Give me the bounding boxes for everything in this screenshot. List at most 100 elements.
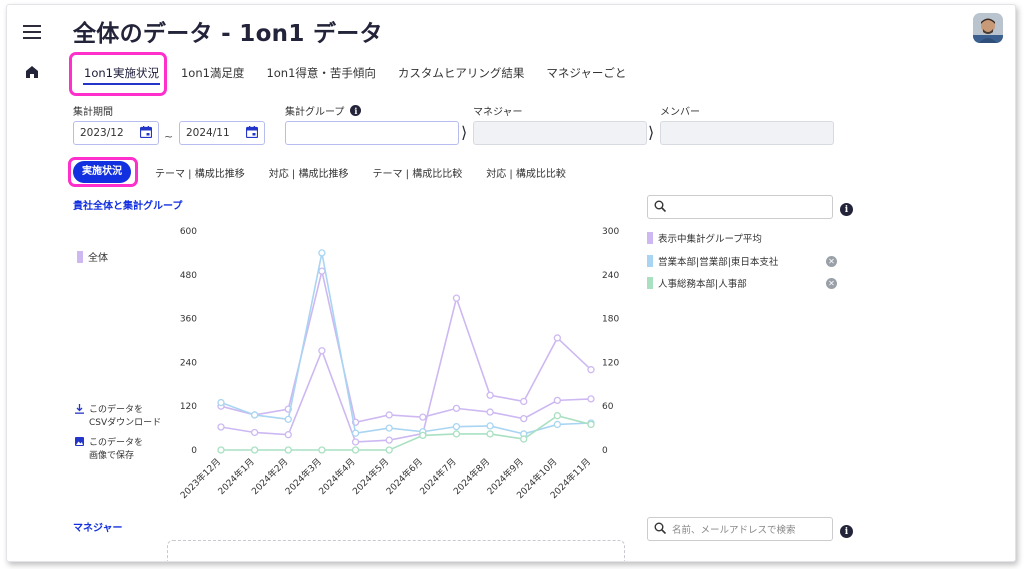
right-axis-tick: 60 [602,402,614,412]
right-axis-tick: 240 [602,271,619,281]
period-to-value: 2024/11 [186,127,230,139]
search-icon [654,522,667,537]
subtab-response-ratio-trend[interactable]: 対応 | 構成比推移 [268,168,349,180]
legend-label: 表示中集計グループ平均 [658,234,762,245]
data-point [452,404,461,413]
series-line [220,252,592,435]
data-point [452,430,461,438]
period-separator: ~ [164,130,174,143]
data-point [486,391,494,399]
hamburger-menu-icon[interactable] [21,23,43,41]
tab-satisfaction[interactable]: 1on1満足度 [180,66,245,80]
left-axis-tick: 480 [180,271,197,281]
data-point [553,412,562,420]
member-select[interactable] [660,121,834,145]
member-label: メンバー [660,107,700,118]
info-icon[interactable]: i [350,105,362,116]
img-line-2: 画像で保存 [89,451,135,461]
info-icon[interactable]: i [840,525,853,538]
data-point [587,395,595,403]
data-point [486,408,494,416]
data-point [452,294,461,302]
series-line [220,295,592,443]
app-window: 全体のデータ - 1on1 データ 1on1実施状況 1on1満足度 1on1得… [6,4,1016,562]
data-point [217,446,225,454]
data-point [284,431,292,439]
data-point [486,422,494,430]
left-axis-tick: 240 [180,358,197,368]
manager-select[interactable] [473,121,647,145]
home-icon[interactable] [22,63,42,81]
data-point [217,423,225,431]
data-point [250,446,259,454]
group-search-input[interactable] [647,195,833,219]
legend-item[interactable]: 営業本部|営業部|東日本支社 ✕ [647,254,837,268]
left-axis-tick: 120 [180,402,197,412]
right-axis-tick: 300 [602,227,619,237]
data-point [520,397,528,406]
subtab-implementation-status[interactable]: 実施状況 [73,161,131,183]
info-icon[interactable]: i [840,203,853,216]
period-label: 集計期間 [73,107,113,118]
data-point [351,438,360,446]
user-avatar[interactable] [973,13,1003,43]
subtab-response-ratio-compare[interactable]: 対応 | 構成比比較 [486,168,566,180]
sub-tabs: 実施状況 テーマ | 構成比推移 対応 | 構成比推移 テーマ | 構成比比較 … [73,161,578,183]
data-point [250,428,259,437]
legend-item[interactable]: 表示中集計グループ平均 [647,231,837,245]
img-line-1: このデータを [89,438,144,448]
data-point [419,413,427,421]
data-point [452,422,461,431]
subtab-theme-ratio-compare[interactable]: テーマ | 構成比比較 [372,168,463,180]
data-point [284,415,292,423]
overall-legend-label: 全体 [88,253,108,264]
legend-swatch [647,255,653,267]
manager-search-placeholder: 名前、メールアドレスで検索 [672,525,796,536]
legend-item[interactable]: 人事総務本部|人事部 ✕ [647,276,837,290]
legend-swatch [647,277,653,289]
calendar-icon[interactable] [139,125,153,141]
data-point [217,398,225,407]
left-axis-tick: 0 [191,446,197,456]
tab-implementation-status[interactable]: 1on1実施状況 [73,55,170,91]
download-icon [75,404,85,430]
data-point [587,420,595,429]
csv-line-2: CSVダウンロード [89,418,162,428]
period-from-field[interactable]: 2023/12 [73,121,159,145]
data-point [486,430,494,438]
csv-download-button[interactable]: このデータを CSVダウンロード [75,404,161,430]
csv-line-1: このデータを [89,405,144,415]
manager-search-input[interactable]: 名前、メールアドレスで検索 [647,517,833,541]
overall-legend: 全体 [77,249,108,264]
tab-custom-hearing[interactable]: カスタムヒアリング結果 [397,66,525,80]
legend-label: 営業本部|営業部|東日本支社 [658,257,779,268]
page-title: 全体のデータ - 1on1 データ [73,21,383,47]
data-point [520,435,528,443]
legend-swatch [647,232,653,244]
period-to-field[interactable]: 2024/11 [179,121,265,145]
chart-section-title: 貴社全体と集計グループ [73,201,183,212]
manager-list-placeholder [167,540,625,561]
data-point [419,431,427,440]
group-select[interactable] [285,121,459,145]
tab-by-manager[interactable]: マネジャーごと [546,66,627,80]
data-point [385,411,393,419]
data-point [318,347,326,355]
data-point [385,446,393,454]
tab-strengths-weaknesses[interactable]: 1on1得意・苦手傾向 [266,66,376,80]
right-axis-tick: 0 [602,446,608,456]
x-axis-tick: 2023年12月 [178,456,224,502]
remove-icon[interactable]: ✕ [826,255,837,267]
save-image-button[interactable]: このデータを 画像で保存 [75,437,143,463]
chevron-right-icon: ⟩ [648,123,655,142]
subtab-theme-ratio-trend[interactable]: テーマ | 構成比推移 [155,168,245,180]
data-point [587,366,595,374]
manager-label: マネジャー [473,107,523,118]
calendar-icon[interactable] [245,125,259,141]
data-point [351,446,360,454]
series-line [221,414,592,451]
data-point [284,446,292,454]
remove-icon[interactable]: ✕ [826,277,837,289]
data-point [318,249,326,257]
right-axis-tick: 120 [602,358,619,368]
